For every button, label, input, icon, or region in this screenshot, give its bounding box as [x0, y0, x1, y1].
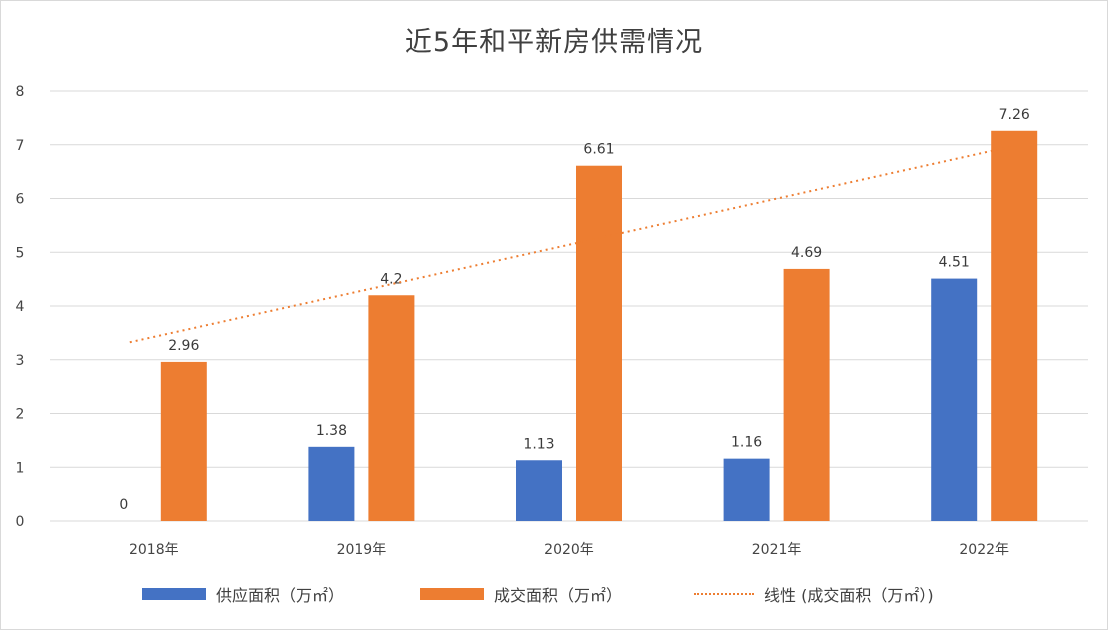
- legend-swatch-deal: [420, 588, 484, 600]
- trendline: [129, 145, 1011, 344]
- y-tick-label: 6: [16, 192, 25, 208]
- legend-item-deal: 成交面积（万㎡）: [420, 582, 622, 606]
- x-tick-label: 2020年: [544, 542, 594, 558]
- bar-deal: [368, 295, 415, 521]
- x-tick-label: 2019年: [337, 542, 387, 558]
- data-label: 0: [119, 497, 128, 513]
- y-tick-label: 7: [16, 138, 25, 154]
- chart-title: 近5年和平新房供需情况: [404, 27, 704, 58]
- data-label: 4.2: [380, 271, 402, 287]
- bar-deal: [576, 165, 622, 521]
- legend-label-deal: 成交面积（万㎡）: [494, 586, 623, 605]
- y-tick-label: 2: [16, 407, 25, 423]
- data-label: 6.61: [583, 142, 614, 158]
- y-tick-label: 0: [16, 514, 25, 530]
- x-tick-label: 2018年: [129, 542, 179, 558]
- legend-swatch-trend: [694, 593, 754, 595]
- data-label: 4.69: [791, 245, 822, 261]
- data-label: 1.16: [731, 435, 762, 451]
- y-tick-label: 5: [16, 245, 25, 261]
- data-label: 1.13: [523, 436, 554, 452]
- data-label: 4.51: [939, 255, 970, 271]
- y-tick-label: 4: [16, 299, 25, 315]
- y-tick-label: 1: [16, 460, 25, 476]
- data-label: 1.38: [316, 423, 347, 439]
- bar-supply: [723, 458, 770, 521]
- bar-supply: [308, 446, 355, 521]
- bar-supply: [516, 460, 562, 521]
- legend-label-trend: 线性 (成交面积（万㎡）): [764, 586, 934, 605]
- y-tick-label: 3: [16, 353, 25, 369]
- bar-supply: [931, 278, 978, 521]
- data-label: 2.96: [168, 338, 199, 354]
- legend: 供应面积（万㎡） 成交面积（万㎡） 线性 (成交面积（万㎡）): [0, 582, 1108, 606]
- legend-item-trend: 线性 (成交面积（万㎡）): [694, 582, 934, 606]
- x-tick-label: 2022年: [959, 542, 1009, 558]
- bar-deal: [783, 268, 830, 521]
- x-tick-label: 2021年: [752, 542, 802, 558]
- bar-deal: [991, 130, 1038, 521]
- legend-item-supply: 供应面积（万㎡）: [142, 582, 344, 606]
- y-tick-label: 8: [16, 84, 25, 100]
- bar-deal: [160, 361, 207, 521]
- legend-swatch-supply: [142, 588, 206, 600]
- data-label: 7.26: [999, 107, 1030, 123]
- legend-label-supply: 供应面积（万㎡）: [216, 586, 345, 605]
